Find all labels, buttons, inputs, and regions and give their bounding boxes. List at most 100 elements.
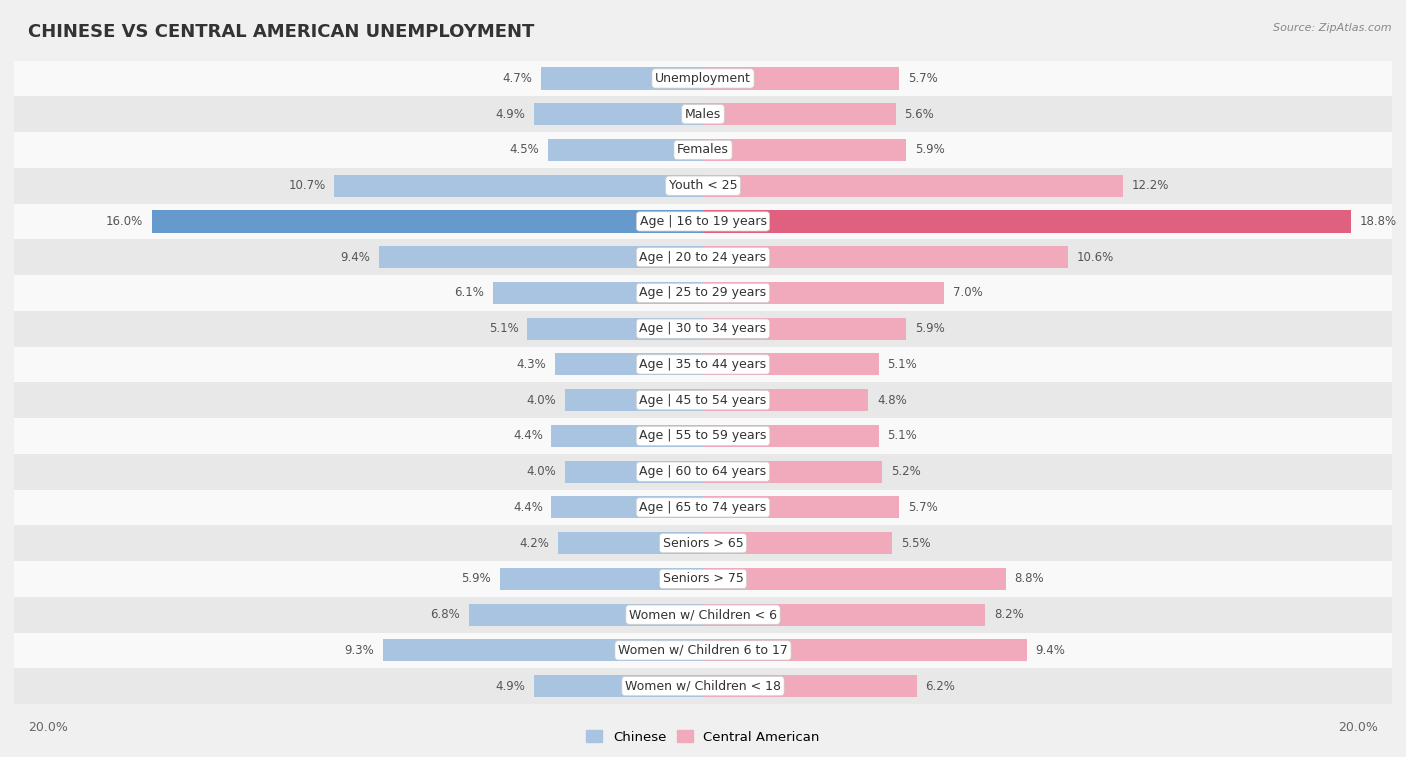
- Bar: [703, 640, 1026, 662]
- Bar: [555, 354, 703, 375]
- Text: 18.8%: 18.8%: [1360, 215, 1396, 228]
- Text: 5.9%: 5.9%: [915, 143, 945, 157]
- Text: 12.2%: 12.2%: [1132, 179, 1170, 192]
- Bar: [14, 239, 1392, 275]
- Text: Women w/ Children < 18: Women w/ Children < 18: [626, 680, 780, 693]
- Text: 6.2%: 6.2%: [925, 680, 955, 693]
- Bar: [14, 633, 1392, 668]
- Bar: [14, 61, 1392, 96]
- Bar: [380, 246, 703, 268]
- Bar: [499, 568, 703, 590]
- Text: Unemployment: Unemployment: [655, 72, 751, 85]
- Text: 5.6%: 5.6%: [904, 107, 934, 120]
- Bar: [14, 204, 1392, 239]
- Bar: [494, 282, 703, 304]
- Legend: Chinese, Central American: Chinese, Central American: [581, 725, 825, 749]
- Bar: [703, 675, 917, 697]
- Bar: [382, 640, 703, 662]
- Text: 6.8%: 6.8%: [430, 608, 460, 621]
- Bar: [703, 210, 1351, 232]
- Bar: [703, 103, 896, 125]
- Bar: [558, 532, 703, 554]
- Bar: [14, 382, 1392, 418]
- Bar: [703, 246, 1069, 268]
- Text: 4.3%: 4.3%: [516, 358, 547, 371]
- Text: CHINESE VS CENTRAL AMERICAN UNEMPLOYMENT: CHINESE VS CENTRAL AMERICAN UNEMPLOYMENT: [28, 23, 534, 41]
- Text: 4.9%: 4.9%: [496, 107, 526, 120]
- Bar: [703, 497, 900, 519]
- Text: 9.3%: 9.3%: [344, 644, 374, 657]
- Bar: [468, 603, 703, 626]
- Text: 5.1%: 5.1%: [887, 358, 917, 371]
- Text: 16.0%: 16.0%: [105, 215, 143, 228]
- Text: Women w/ Children < 6: Women w/ Children < 6: [628, 608, 778, 621]
- Bar: [703, 425, 879, 447]
- Bar: [14, 668, 1392, 704]
- Bar: [14, 525, 1392, 561]
- Bar: [565, 389, 703, 411]
- Text: 6.1%: 6.1%: [454, 286, 484, 300]
- Bar: [703, 67, 900, 89]
- Bar: [14, 168, 1392, 204]
- Text: 5.9%: 5.9%: [461, 572, 491, 585]
- Bar: [534, 103, 703, 125]
- Bar: [14, 597, 1392, 633]
- Bar: [14, 132, 1392, 168]
- Bar: [14, 347, 1392, 382]
- Text: 4.2%: 4.2%: [520, 537, 550, 550]
- Text: 4.8%: 4.8%: [877, 394, 907, 407]
- Text: Age | 20 to 24 years: Age | 20 to 24 years: [640, 251, 766, 263]
- Text: 9.4%: 9.4%: [340, 251, 371, 263]
- Text: Females: Females: [678, 143, 728, 157]
- Text: 4.0%: 4.0%: [527, 465, 557, 478]
- Bar: [14, 96, 1392, 132]
- Bar: [551, 425, 703, 447]
- Bar: [703, 532, 893, 554]
- Text: 20.0%: 20.0%: [1339, 721, 1378, 734]
- Text: 4.7%: 4.7%: [502, 72, 533, 85]
- Text: Age | 65 to 74 years: Age | 65 to 74 years: [640, 501, 766, 514]
- Bar: [548, 139, 703, 161]
- Bar: [541, 67, 703, 89]
- Text: 5.9%: 5.9%: [915, 322, 945, 335]
- Bar: [703, 139, 907, 161]
- Bar: [565, 460, 703, 483]
- Bar: [703, 389, 869, 411]
- Bar: [14, 490, 1392, 525]
- Text: 5.5%: 5.5%: [901, 537, 931, 550]
- Text: 9.4%: 9.4%: [1035, 644, 1066, 657]
- Bar: [703, 354, 879, 375]
- Text: Age | 45 to 54 years: Age | 45 to 54 years: [640, 394, 766, 407]
- Text: 4.9%: 4.9%: [496, 680, 526, 693]
- Text: Males: Males: [685, 107, 721, 120]
- Text: Age | 30 to 34 years: Age | 30 to 34 years: [640, 322, 766, 335]
- Text: Age | 60 to 64 years: Age | 60 to 64 years: [640, 465, 766, 478]
- Text: 4.0%: 4.0%: [527, 394, 557, 407]
- Bar: [152, 210, 703, 232]
- Text: 5.2%: 5.2%: [891, 465, 921, 478]
- Bar: [14, 418, 1392, 453]
- Bar: [527, 318, 703, 340]
- Bar: [703, 460, 882, 483]
- Bar: [14, 453, 1392, 490]
- Bar: [703, 568, 1007, 590]
- Bar: [551, 497, 703, 519]
- Bar: [703, 603, 986, 626]
- Text: Age | 55 to 59 years: Age | 55 to 59 years: [640, 429, 766, 442]
- Text: 20.0%: 20.0%: [28, 721, 67, 734]
- Text: 4.4%: 4.4%: [513, 429, 543, 442]
- Text: Age | 25 to 29 years: Age | 25 to 29 years: [640, 286, 766, 300]
- Bar: [534, 675, 703, 697]
- Text: 8.8%: 8.8%: [1015, 572, 1045, 585]
- Text: Age | 16 to 19 years: Age | 16 to 19 years: [640, 215, 766, 228]
- Bar: [14, 561, 1392, 597]
- Bar: [703, 175, 1123, 197]
- Text: 10.7%: 10.7%: [288, 179, 326, 192]
- Text: Seniors > 75: Seniors > 75: [662, 572, 744, 585]
- Text: Women w/ Children 6 to 17: Women w/ Children 6 to 17: [619, 644, 787, 657]
- Text: 8.2%: 8.2%: [994, 608, 1024, 621]
- Text: 5.7%: 5.7%: [908, 501, 938, 514]
- Bar: [703, 282, 945, 304]
- Bar: [703, 318, 907, 340]
- Text: 7.0%: 7.0%: [953, 286, 983, 300]
